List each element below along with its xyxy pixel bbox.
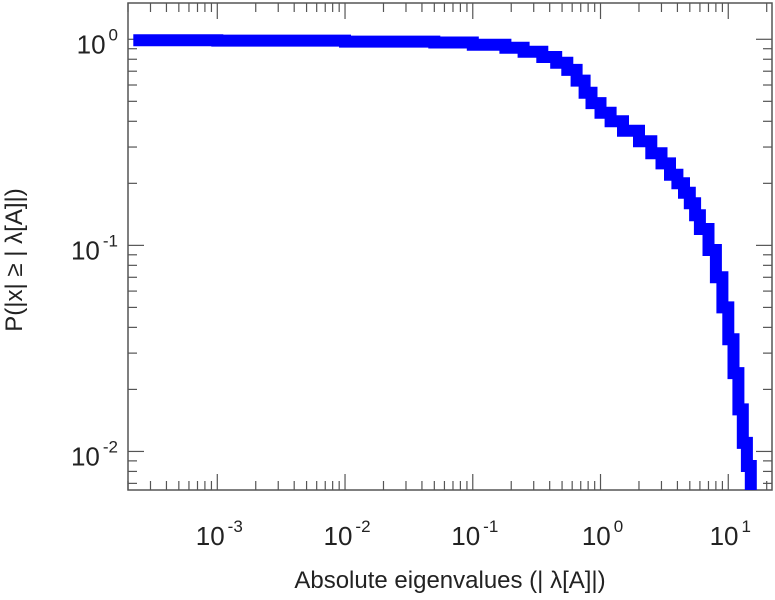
x-tick-label: 10 -1: [451, 517, 498, 551]
y-tick-label: 10 -2: [71, 437, 118, 471]
axis-ticks: [127, 3, 772, 490]
x-axis-label: Absolute eigenvalues (| λ[A]|): [294, 567, 605, 594]
y-tick-label: 10 0: [77, 25, 118, 59]
y-axis-label: P(|x| ≥ | λ[A]|): [1, 188, 28, 331]
plot-area: [133, 34, 757, 490]
x-tick-label: 10 -3: [196, 517, 243, 551]
series-line-0: [133, 34, 757, 490]
x-tick-label: 10 -2: [324, 517, 371, 551]
x-tick-label: 10 0: [582, 517, 623, 551]
plot-frame: [127, 2, 773, 491]
y-tick-label: 10 -1: [71, 231, 118, 265]
x-tick-label: 10 1: [710, 517, 751, 551]
